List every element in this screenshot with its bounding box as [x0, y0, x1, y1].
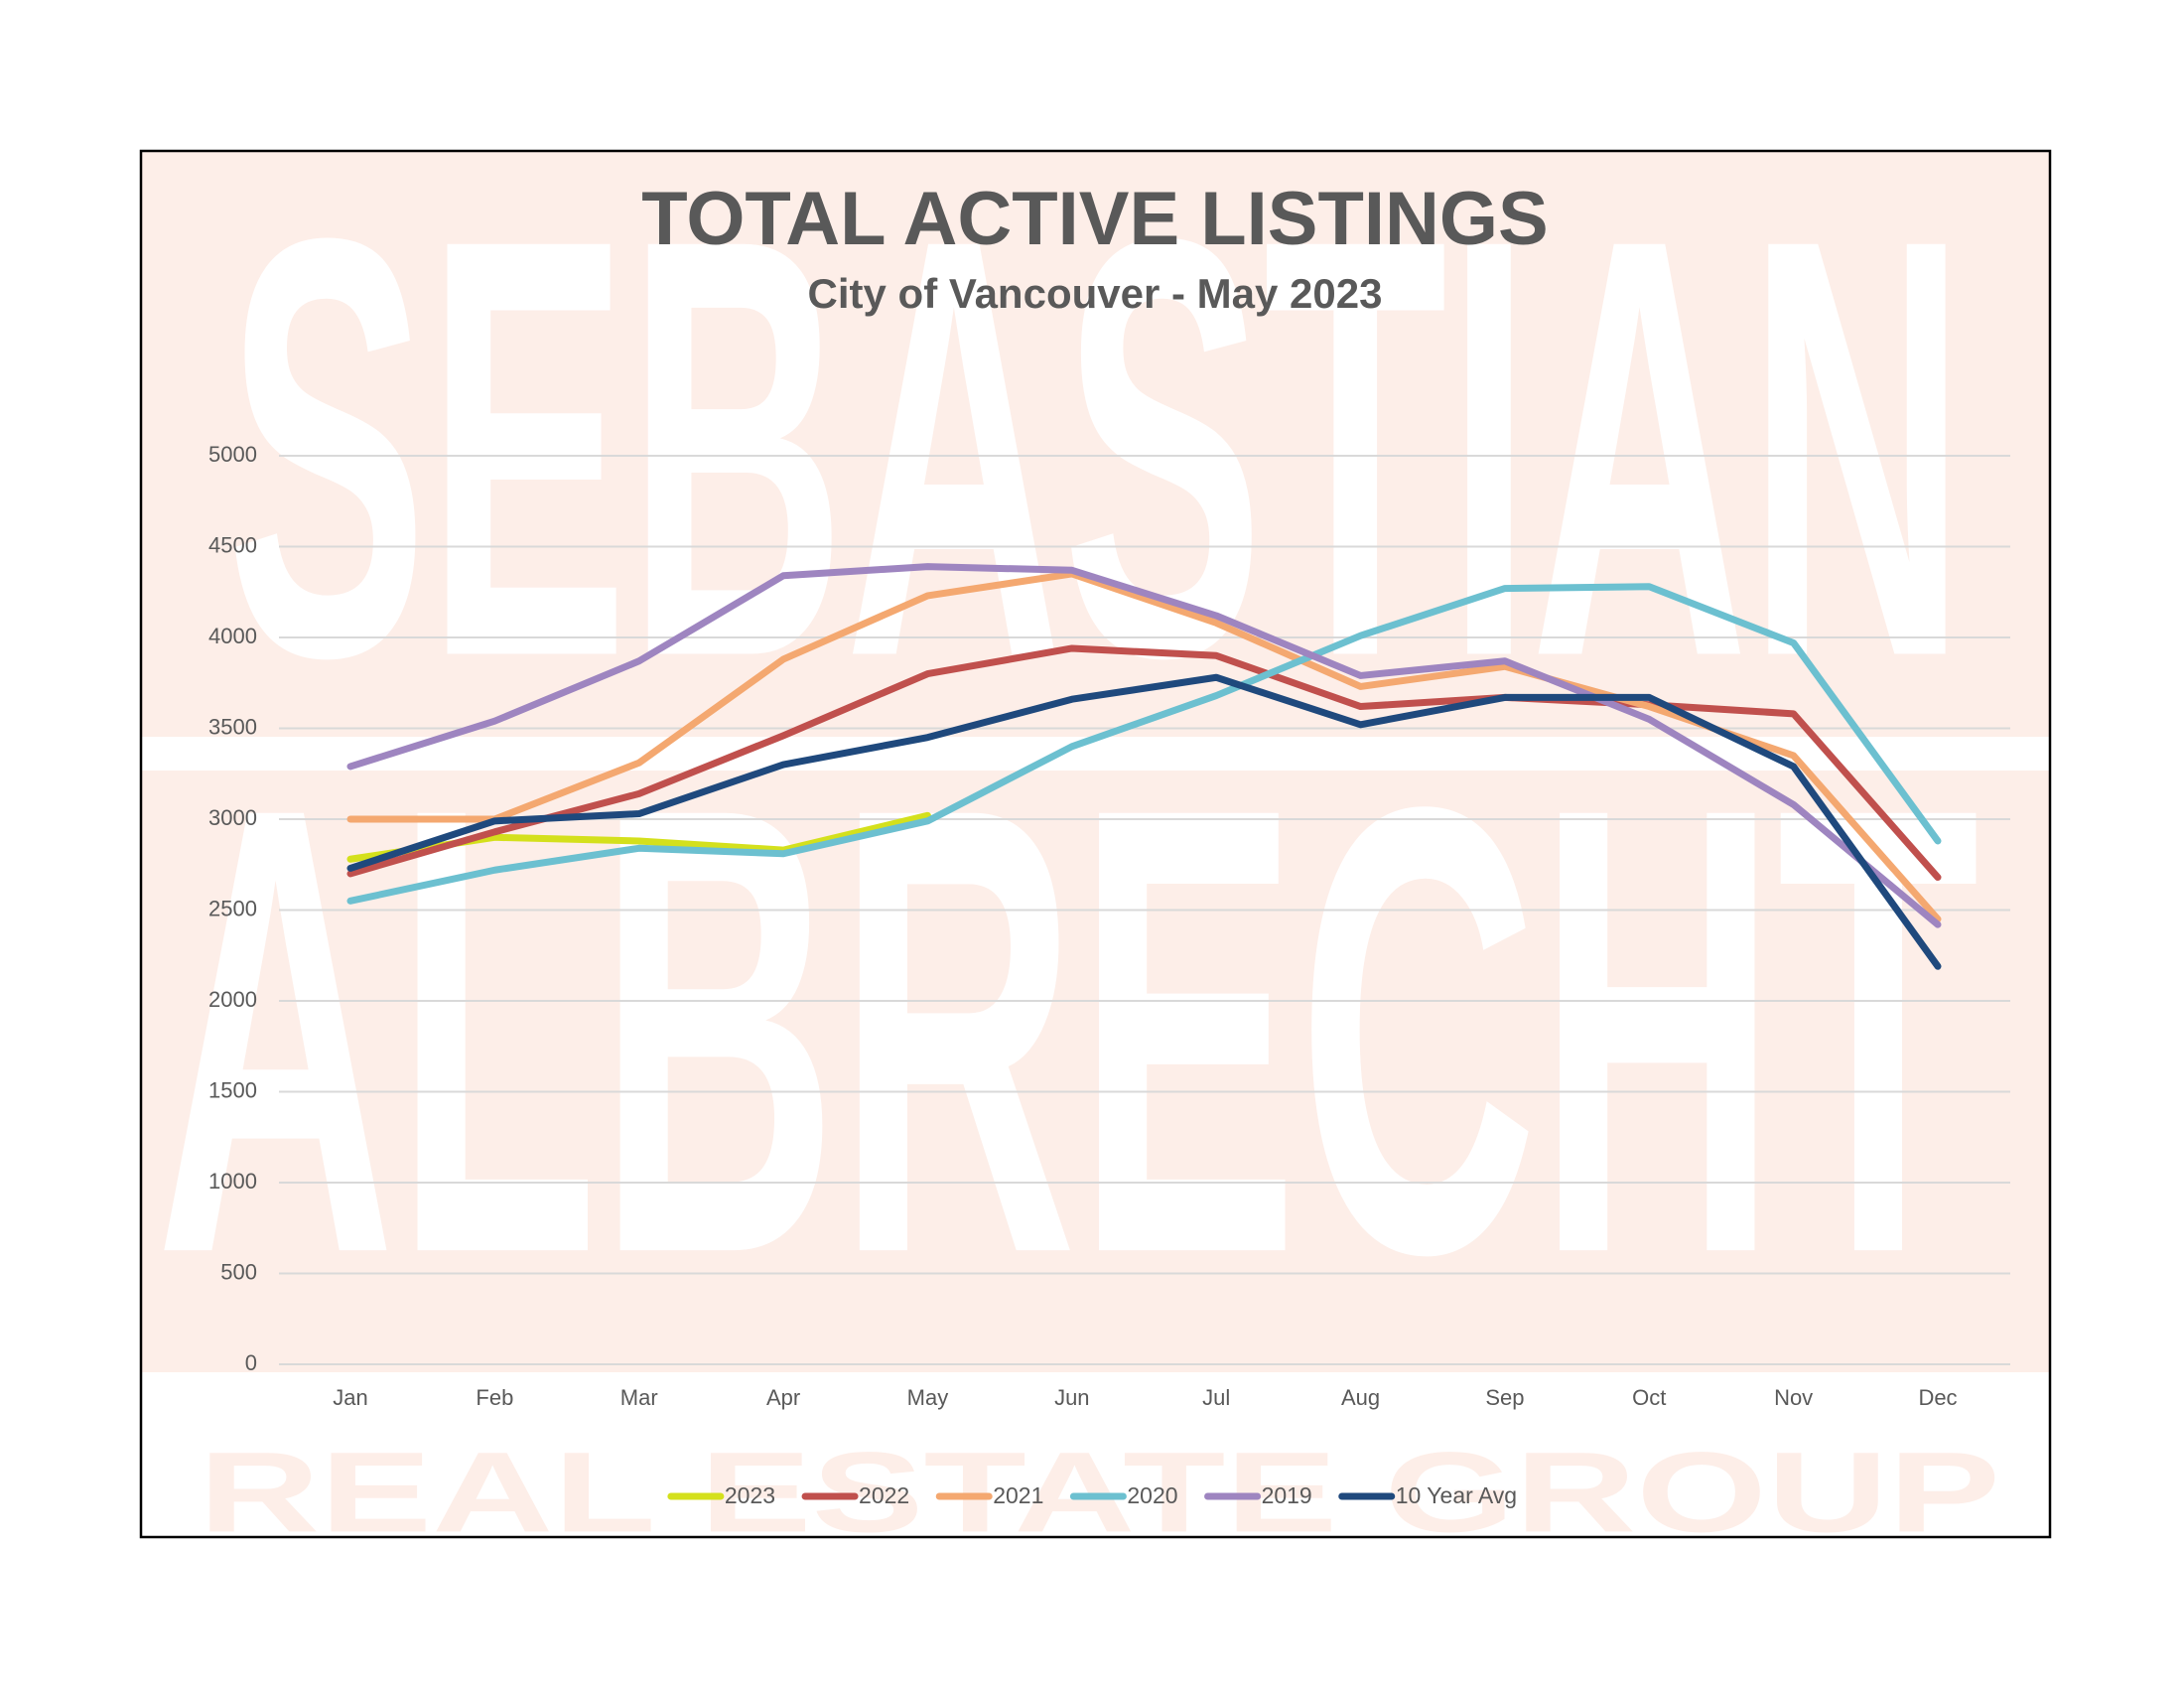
- x-tick-label: Mar: [620, 1385, 658, 1410]
- y-tick-label: 3000: [208, 805, 257, 830]
- chart-border: [139, 149, 2052, 1539]
- x-tick-label: Jun: [1054, 1385, 1089, 1410]
- legend-label: 10 Year Avg: [1396, 1482, 1517, 1508]
- series-line: [346, 673, 1942, 970]
- watermark-text: ALBRECHT: [156, 675, 1979, 1385]
- y-tick-label: 4000: [208, 624, 257, 648]
- x-tick-label: Nov: [1774, 1385, 1813, 1410]
- x-tick-label: Oct: [1632, 1385, 1666, 1410]
- x-tick-label: Feb: [476, 1385, 513, 1410]
- x-tick-label: Apr: [766, 1385, 800, 1410]
- series-line: [346, 563, 1942, 928]
- y-tick-label: 0: [245, 1350, 257, 1375]
- chart-title: TOTAL ACTIVE LISTINGS: [641, 177, 1548, 261]
- legend-label: 2023: [725, 1482, 775, 1508]
- y-tick-label: 2000: [208, 987, 257, 1012]
- x-tick-label: Jan: [333, 1385, 367, 1410]
- y-tick-label: 500: [220, 1259, 257, 1284]
- x-tick-label: Jul: [1202, 1385, 1230, 1410]
- y-tick-label: 2500: [208, 896, 257, 920]
- y-tick-label: 4500: [208, 532, 257, 557]
- watermark-text: SEBASTIAN: [226, 116, 1966, 781]
- legend: 2023 2022 2021 2020 2019 10 Year Avg: [667, 1482, 1517, 1508]
- x-tick-label: Dec: [1918, 1385, 1957, 1410]
- x-tick-label: Sep: [1485, 1385, 1524, 1410]
- y-tick-label: 5000: [208, 442, 257, 467]
- legend-label: 2019: [1262, 1482, 1312, 1508]
- x-tick-label: Aug: [1341, 1385, 1380, 1410]
- x-tick-label: May: [907, 1385, 949, 1410]
- legend-label: 2020: [1127, 1482, 1177, 1508]
- y-tick-label: 1000: [208, 1169, 257, 1194]
- chart-subtitle: City of Vancouver - May 2023: [808, 270, 1383, 317]
- legend-label: 2021: [993, 1482, 1043, 1508]
- series-line: [346, 583, 1942, 905]
- watermark-text: REAL ESTATE GROUP: [199, 1429, 2000, 1556]
- series-line: [346, 570, 1942, 923]
- grid: 0 500 1000 1500 2000 2500 3000 3500 4000 4500 5000…: [208, 442, 2010, 1410]
- legend-label: 2022: [859, 1482, 909, 1508]
- lines: [346, 563, 1942, 970]
- y-tick-label: 3500: [208, 714, 257, 739]
- y-tick-label: 1500: [208, 1077, 257, 1102]
